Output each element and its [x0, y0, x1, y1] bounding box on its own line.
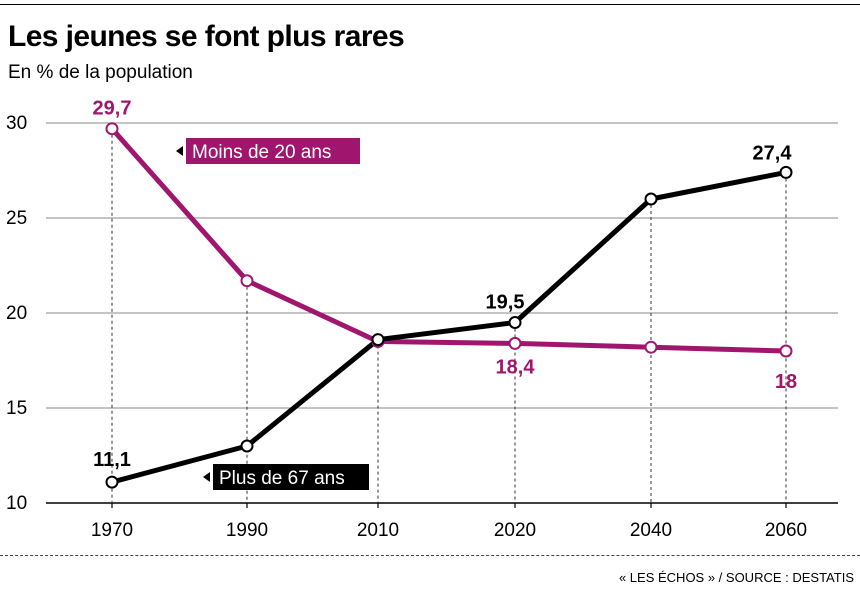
legend-box — [186, 138, 360, 164]
data-point — [779, 344, 793, 358]
legend-label: Moins de 20 ans — [192, 142, 331, 163]
data-label: 18,4 — [496, 356, 536, 378]
y-tick-label: 30 — [6, 113, 27, 134]
legend-pointer-icon — [203, 472, 210, 482]
y-tick-label: 25 — [6, 208, 27, 229]
data-point — [508, 336, 522, 350]
bottom-rule — [0, 555, 860, 556]
data-label: 27,4 — [753, 142, 793, 164]
data-point — [508, 316, 522, 329]
data-point — [371, 333, 385, 347]
x-tick-label: 2060 — [765, 520, 807, 541]
data-point — [644, 340, 658, 354]
x-tick-label: 1990 — [226, 520, 268, 541]
data-label: 19,5 — [486, 292, 525, 314]
data-point — [240, 439, 254, 453]
data-point — [105, 475, 119, 489]
data-point — [644, 192, 658, 206]
series-line-moins-20 — [109, 126, 789, 354]
data-point — [779, 165, 793, 179]
legend-label: Plus de 67 ans — [219, 468, 345, 489]
legend-pointer-icon — [176, 146, 183, 156]
x-tick-label: 2040 — [630, 520, 672, 541]
y-tick-label: 20 — [6, 303, 27, 324]
series-line-plus-67 — [109, 169, 789, 485]
data-point — [105, 122, 119, 136]
data-point — [240, 274, 254, 288]
y-tick-label: 10 — [6, 493, 27, 514]
y-tick-label: 15 — [6, 398, 27, 419]
source-credit: « LES ÉCHOS » / SOURCE : DESTATIS — [618, 570, 854, 585]
legend-box — [213, 464, 369, 490]
chart-subtitle: En % de la population — [8, 62, 193, 83]
x-tick-label: 1970 — [91, 520, 133, 541]
x-tick-label: 2010 — [357, 520, 399, 541]
data-label: 18 — [775, 371, 797, 393]
data-label: 29,7 — [93, 98, 132, 120]
chart-title: Les jeunes se font plus rares — [8, 20, 405, 53]
top-rule — [0, 4, 860, 5]
data-label: 11,1 — [93, 449, 131, 471]
x-tick-label: 2020 — [494, 520, 536, 541]
